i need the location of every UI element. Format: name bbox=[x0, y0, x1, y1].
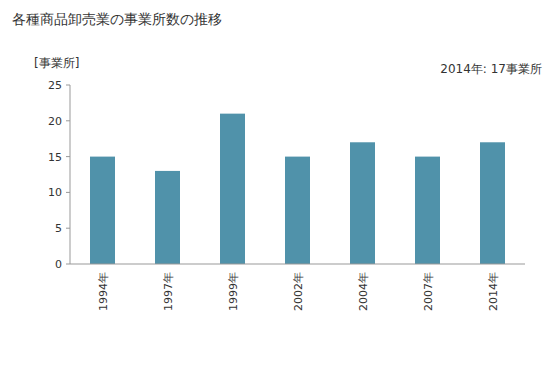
y-axis bbox=[70, 85, 71, 264]
y-tick-label: 20 bbox=[48, 115, 62, 128]
annotation: 2014年: 17事業所 bbox=[440, 62, 542, 76]
y-tick bbox=[66, 264, 70, 265]
bar bbox=[415, 157, 440, 264]
y-tick-label: 5 bbox=[55, 222, 62, 235]
bar bbox=[480, 142, 505, 264]
x-tick-label: 1997年 bbox=[162, 272, 175, 311]
chart: 各種商品卸売業の事業所数の推移 [事業所] 2014年: 17事業所 0 5 10 15 20… bbox=[0, 0, 560, 366]
y-tick bbox=[66, 120, 70, 121]
y-tick-label: 10 bbox=[48, 186, 62, 199]
y-tick bbox=[66, 228, 70, 229]
x-tick-label: 2014年 bbox=[487, 272, 500, 311]
bar bbox=[350, 142, 375, 264]
x-tick-label: 1999年 bbox=[227, 272, 240, 311]
y-tick bbox=[66, 85, 70, 86]
x-tick-label: 1994年 bbox=[97, 272, 110, 311]
x-axis bbox=[70, 264, 525, 265]
y-tick bbox=[66, 192, 70, 193]
title: 各種商品卸売業の事業所数の推移 bbox=[12, 11, 222, 27]
x-tick-label: 2007年 bbox=[422, 272, 435, 311]
bar bbox=[285, 157, 310, 264]
bar bbox=[155, 171, 180, 264]
y-tick-label: 25 bbox=[48, 79, 62, 92]
bar bbox=[220, 114, 245, 264]
y-tick bbox=[66, 156, 70, 157]
y-tick-label: 0 bbox=[55, 258, 62, 271]
bar bbox=[90, 157, 115, 264]
bars bbox=[90, 114, 505, 264]
x-tick-label: 2002年 bbox=[292, 272, 305, 311]
y-tick-label: 15 bbox=[48, 151, 62, 164]
x-tick-label: 2004年 bbox=[357, 272, 370, 311]
y-label: [事業所] bbox=[34, 56, 79, 70]
